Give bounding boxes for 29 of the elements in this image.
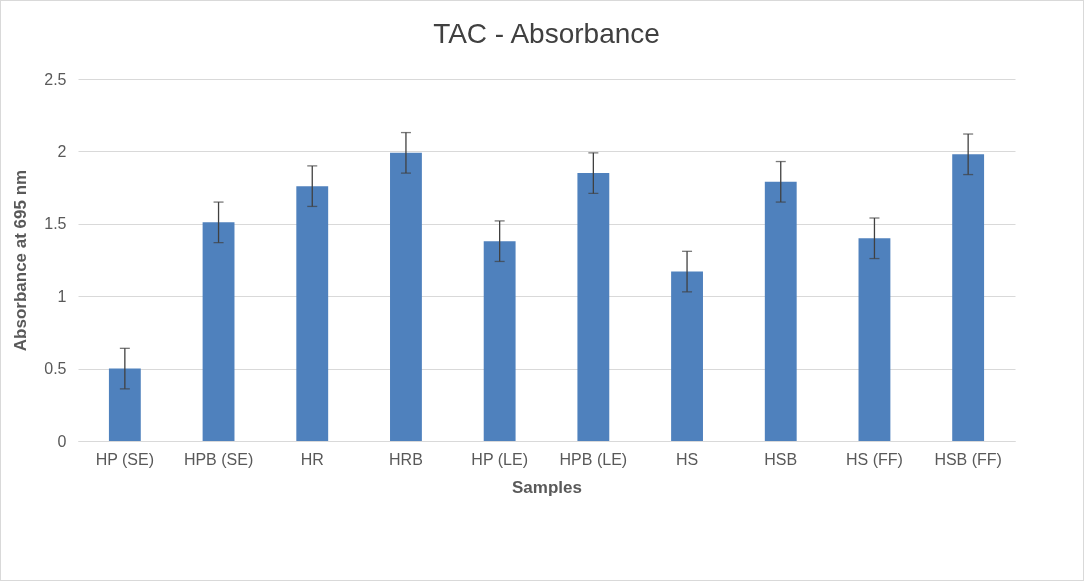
bar — [483, 241, 516, 441]
bar — [577, 173, 610, 441]
chart-title: TAC - Absorbance — [433, 18, 660, 49]
bar — [952, 154, 985, 441]
bar — [108, 368, 141, 441]
x-tick-label: HR — [300, 450, 324, 468]
y-tick-label: 0 — [57, 432, 67, 450]
x-tick-label: HPB (LE) — [559, 450, 628, 468]
bar — [858, 238, 891, 441]
x-tick-label: HP (SE) — [95, 450, 155, 468]
y-tick-label: 2 — [57, 142, 67, 160]
bar — [296, 186, 329, 441]
bar — [764, 181, 797, 441]
x-tick-label: HSB (FF) — [934, 450, 1002, 468]
y-tick-label: 2.5 — [44, 70, 67, 88]
y-tick-label: 1 — [57, 287, 67, 305]
x-tick-label: HSB — [764, 450, 798, 468]
x-tick-label: HS (FF) — [846, 450, 903, 468]
bar — [671, 271, 703, 441]
y-tick-label: 0.5 — [44, 360, 67, 378]
x-tick-label: HPB (SE) — [183, 450, 254, 468]
x-tick-label: HRB — [389, 450, 423, 468]
x-tick-label: HP (LE) — [471, 450, 528, 468]
y-tick-label: 1.5 — [44, 215, 67, 233]
x-tick-label: HS — [675, 450, 699, 468]
bar — [202, 222, 235, 441]
x-axis-title: Samples — [512, 477, 582, 497]
y-axis-title: Absorbance at 695 nm — [11, 169, 31, 352]
bar — [390, 152, 422, 441]
